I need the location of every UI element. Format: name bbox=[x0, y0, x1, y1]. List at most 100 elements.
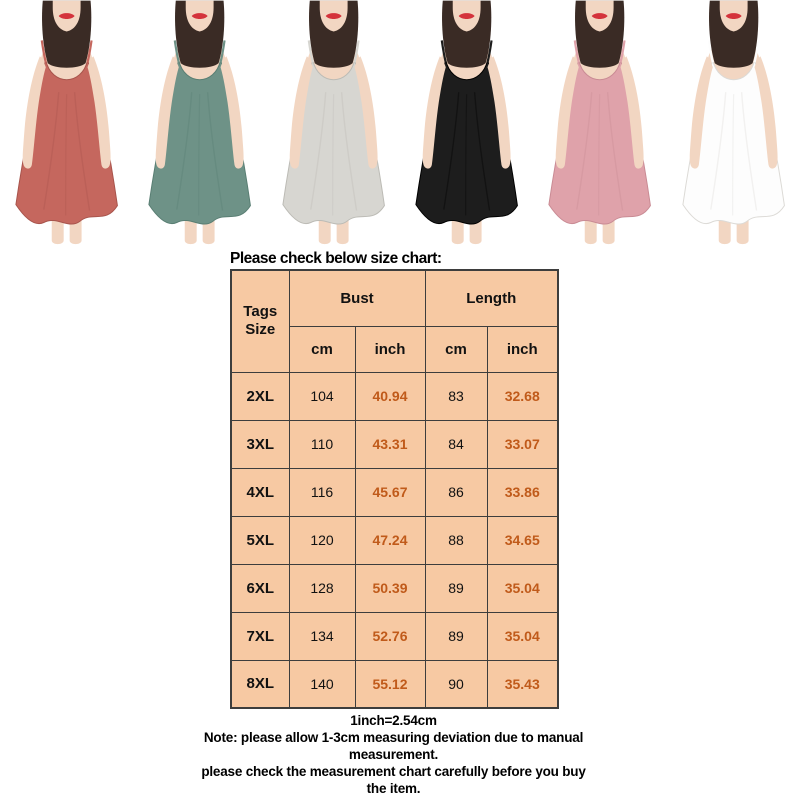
model-arm-right bbox=[354, 56, 378, 169]
size-row-8XL: 8XL 140 55.12 90 35.43 bbox=[230, 659, 559, 709]
length-inch-value: 33.07 bbox=[486, 419, 559, 469]
length-inch-value: 32.68 bbox=[486, 371, 559, 421]
dress-fold bbox=[198, 94, 201, 216]
model-lips bbox=[58, 13, 75, 20]
model-lips bbox=[458, 13, 475, 20]
dress-fold bbox=[340, 92, 357, 211]
dress-strap-right bbox=[353, 40, 360, 63]
product-gallery bbox=[0, 0, 800, 250]
product-photo-coral bbox=[15, 0, 118, 245]
bust-inch-value: 55.12 bbox=[354, 659, 426, 709]
bust-inch-value: 50.39 bbox=[354, 563, 426, 613]
model-lips bbox=[192, 13, 208, 20]
size-label: 2XL bbox=[230, 371, 290, 421]
size-table-body: 2XL 104 40.94 83 32.68 3XL 110 43.31 84 33.07 4XL 1… bbox=[230, 371, 559, 709]
check-note: please check the measurement chart caref… bbox=[201, 764, 586, 796]
dress-strap-right bbox=[619, 40, 626, 63]
length-cm-value: 84 bbox=[424, 419, 488, 469]
dress-strap-right bbox=[86, 40, 93, 63]
model-arm-right bbox=[620, 56, 644, 169]
dress-fold bbox=[598, 94, 601, 216]
size-row-3XL: 3XL 110 43.31 84 33.07 bbox=[230, 419, 559, 469]
bust-cm-value: 140 bbox=[288, 659, 356, 709]
dress-strap-left bbox=[440, 40, 447, 63]
model-arm-left bbox=[289, 56, 313, 169]
conversion-note: 1inch=2.54cm bbox=[350, 713, 437, 728]
model-arm-right bbox=[87, 56, 111, 169]
dress-strap-left bbox=[40, 40, 47, 63]
header-bust-cm: cm bbox=[288, 325, 356, 373]
dress-fold bbox=[709, 92, 727, 210]
header-bust: Bust bbox=[288, 269, 426, 327]
length-inch-value: 34.65 bbox=[486, 515, 559, 565]
size-row-4XL: 4XL 116 45.67 86 33.86 bbox=[230, 467, 559, 517]
dress-fold bbox=[465, 94, 468, 216]
header-length-inch: inch bbox=[486, 325, 559, 373]
model-arm-left bbox=[422, 56, 446, 169]
dress-strap-left bbox=[574, 40, 581, 63]
dress-fold bbox=[207, 92, 224, 211]
dress-fold bbox=[309, 92, 327, 210]
product-photo-gray bbox=[282, 0, 385, 245]
bust-inch-value: 40.94 bbox=[354, 371, 426, 421]
bust-cm-value: 104 bbox=[288, 371, 356, 421]
dress-strap-right bbox=[753, 40, 760, 63]
size-label: 5XL bbox=[230, 515, 290, 565]
header-length-cm: cm bbox=[424, 325, 488, 373]
dress-strap-right bbox=[486, 40, 493, 63]
dress-fold bbox=[443, 92, 460, 210]
product-photo-pink bbox=[548, 0, 652, 245]
dress-strap-left bbox=[174, 40, 181, 63]
size-label: 7XL bbox=[230, 611, 290, 661]
bust-inch-value: 52.76 bbox=[354, 611, 426, 661]
dress-fold bbox=[43, 92, 60, 210]
dress-fold bbox=[731, 94, 734, 216]
footer-notes: 1inch=2.54cm Note: please allow 1-3cm me… bbox=[201, 712, 586, 797]
dress-fold bbox=[73, 92, 91, 211]
length-cm-value: 83 bbox=[424, 371, 488, 421]
size-chart-title: Please check below size chart: bbox=[230, 250, 442, 267]
model-arm-left bbox=[156, 56, 180, 169]
model-arm-left bbox=[689, 56, 713, 169]
length-cm-value: 89 bbox=[424, 563, 488, 613]
model-arm-right bbox=[754, 56, 778, 169]
length-cm-value: 90 bbox=[424, 659, 488, 709]
size-row-7XL: 7XL 134 52.76 89 35.04 bbox=[230, 611, 559, 661]
bust-inch-value: 43.31 bbox=[354, 419, 426, 469]
header-row-units: cm inch cm inch bbox=[231, 325, 559, 373]
header-row-groups: Tags Size Bust Length bbox=[230, 269, 559, 373]
bust-inch-value: 47.24 bbox=[354, 515, 426, 565]
size-row-2XL: 2XL 104 40.94 83 32.68 bbox=[230, 371, 559, 421]
length-cm-value: 89 bbox=[424, 611, 488, 661]
length-cm-value: 88 bbox=[424, 515, 488, 565]
model-arm-left bbox=[556, 56, 580, 169]
deviation-note: Note: please allow 1-3cm measuring devia… bbox=[203, 730, 584, 762]
product-photo-green bbox=[148, 0, 252, 245]
size-chart-table: Tags Size Bust Length cm inch cm inch 2X… bbox=[230, 269, 559, 709]
dress-fold bbox=[65, 94, 68, 216]
model-lips bbox=[725, 13, 742, 20]
size-row-5XL: 5XL 120 47.24 88 34.65 bbox=[230, 515, 559, 565]
dress-fold bbox=[607, 92, 624, 211]
length-inch-value: 35.04 bbox=[486, 563, 559, 613]
dress-strap-left bbox=[707, 40, 714, 63]
model-lips bbox=[325, 13, 342, 20]
bust-cm-value: 110 bbox=[288, 419, 356, 469]
model-arm-right bbox=[487, 56, 511, 169]
size-label: 8XL bbox=[230, 659, 290, 709]
length-inch-value: 35.43 bbox=[486, 659, 559, 709]
header-tags-size: Tags Size bbox=[230, 269, 290, 373]
bust-cm-value: 116 bbox=[288, 467, 356, 517]
size-label: 6XL bbox=[230, 563, 290, 613]
header-length: Length bbox=[424, 269, 559, 327]
size-row-6XL: 6XL 128 50.39 89 35.04 bbox=[230, 563, 559, 613]
dress-fold bbox=[576, 92, 593, 210]
model-arm-left bbox=[22, 56, 46, 169]
size-chart-section: Please check below size chart: Tags Size… bbox=[230, 250, 560, 709]
dress-fold bbox=[176, 92, 193, 210]
dress-strap-left bbox=[307, 40, 314, 63]
product-photo-black bbox=[415, 0, 518, 245]
length-cm-value: 86 bbox=[424, 467, 488, 517]
model-lips bbox=[592, 13, 608, 20]
size-label: 3XL bbox=[230, 419, 290, 469]
